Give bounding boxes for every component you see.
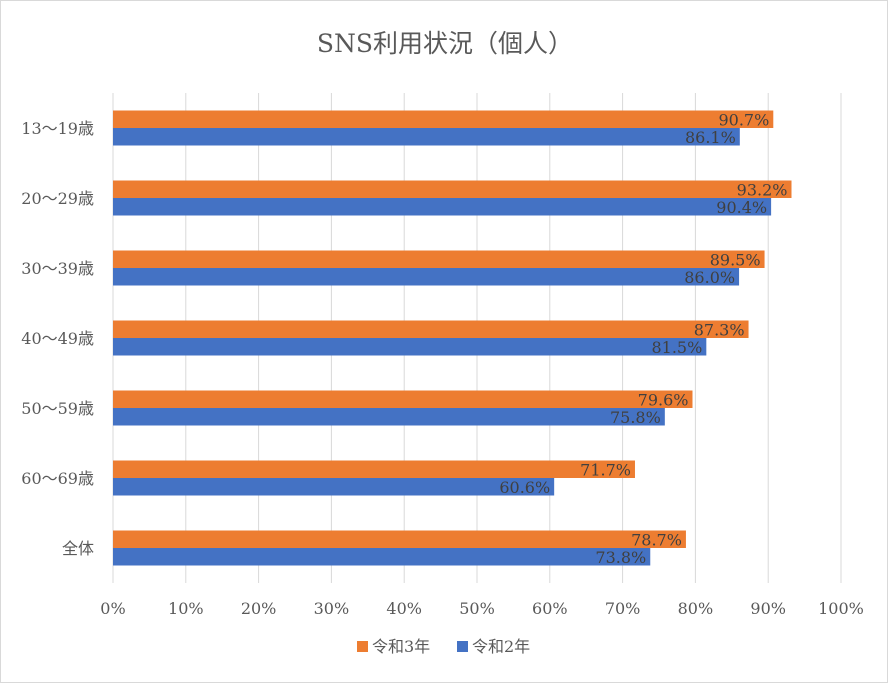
x-tick-label: 10% xyxy=(168,599,204,618)
bar xyxy=(113,530,686,548)
chart-title: SNS利用状況（個人） xyxy=(317,29,573,58)
data-label: 71.7% xyxy=(580,461,631,480)
bar xyxy=(113,338,707,356)
bar xyxy=(113,408,665,426)
bar xyxy=(113,250,765,268)
legend: 令和3年 令和2年 xyxy=(357,637,530,656)
data-label: 89.5% xyxy=(710,251,761,270)
bar xyxy=(113,180,792,198)
bar xyxy=(113,320,749,338)
bar xyxy=(113,390,693,408)
bar xyxy=(113,198,772,216)
x-tick-label: 100% xyxy=(818,599,864,618)
category-label: 40～49歳 xyxy=(21,329,94,348)
legend-swatch xyxy=(457,641,468,652)
bar xyxy=(113,478,555,496)
data-label: 75.8% xyxy=(610,408,661,427)
bar xyxy=(113,460,635,478)
category-label: 60～69歳 xyxy=(21,469,94,488)
data-label: 90.7% xyxy=(718,111,769,130)
data-label: 79.6% xyxy=(638,391,689,410)
bar xyxy=(113,548,651,566)
bar xyxy=(113,128,740,146)
bar xyxy=(113,110,774,128)
x-tick-label: 40% xyxy=(386,599,422,618)
category-label: 全体 xyxy=(62,539,94,558)
data-labels: 90.7%86.1% 93.2%90.4% 89.5%86.0% 87.3%81.5%… xyxy=(499,111,787,568)
data-label: 78.7% xyxy=(631,531,682,550)
legend-swatch xyxy=(357,641,368,652)
category-label: 50～59歳 xyxy=(21,399,94,418)
bar xyxy=(113,268,740,286)
data-label: 86.1% xyxy=(685,128,736,147)
data-label: 87.3% xyxy=(694,321,745,340)
x-tick-label: 80% xyxy=(678,599,714,618)
data-label: 81.5% xyxy=(651,338,702,357)
x-tick-label: 20% xyxy=(241,599,277,618)
data-label: 90.4% xyxy=(716,198,767,217)
legend-label: 令和3年 xyxy=(372,637,430,656)
x-tick-label: 60% xyxy=(532,599,568,618)
category-label: 20～29歳 xyxy=(21,189,94,208)
data-label: 73.8% xyxy=(595,548,646,567)
data-label: 86.0% xyxy=(684,268,735,287)
x-tick-label: 50% xyxy=(459,599,495,618)
x-tick-labels: 0% 10% 20% 30% 40% 50% 60% 70% 80% 90% 100% xyxy=(100,599,864,618)
category-label: 30～39歳 xyxy=(21,259,94,278)
data-label: 93.2% xyxy=(737,181,788,200)
x-tick-label: 0% xyxy=(100,599,125,618)
x-tick-label: 30% xyxy=(314,599,350,618)
bars xyxy=(113,110,792,566)
x-tick-label: 90% xyxy=(750,599,786,618)
legend-label: 令和2年 xyxy=(472,637,530,656)
category-label: 13～19歳 xyxy=(21,119,94,138)
data-label: 60.6% xyxy=(499,478,550,497)
x-tick-label: 70% xyxy=(605,599,641,618)
